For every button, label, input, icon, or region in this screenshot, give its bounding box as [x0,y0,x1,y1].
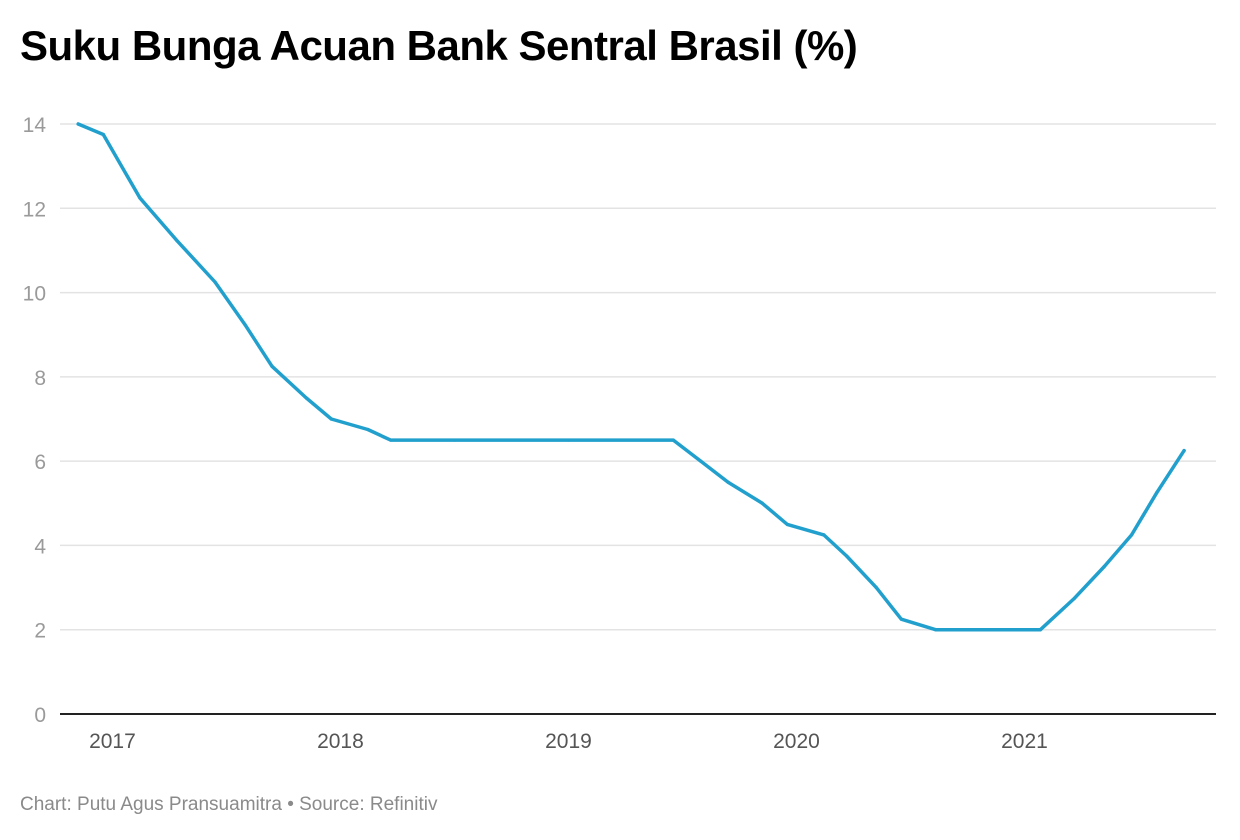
data-point [389,438,393,442]
data-point [101,132,105,137]
data-point [243,322,247,326]
y-tick-label: 12 [23,198,46,221]
data-point [566,438,571,442]
data-point [1130,533,1134,537]
data-point [452,438,457,442]
x-tick-label-2017: 2017 [89,730,136,753]
x-tick-label-2020: 2020 [773,730,820,753]
x-axis-tick-labels: 2017 2018 2019 2020 2021 [89,730,1048,753]
y-tick-label: 4 [34,535,46,558]
y-tick-label: 2 [34,620,46,643]
data-point [76,122,80,126]
y-tick-label: 6 [34,451,46,474]
data-point [822,533,826,537]
series-layer [76,122,1186,632]
data-point [760,501,764,505]
data-point [329,417,333,421]
data-point [726,480,730,484]
data-point [1038,628,1043,632]
data-point [366,427,370,432]
series-line-0 [76,122,1186,632]
data-point [874,585,878,590]
x-tick-label-2019: 2019 [545,730,592,753]
data-point [1073,596,1077,600]
data-point [213,280,217,284]
data-point [671,438,675,442]
y-axis-tick-labels: 0 2 4 6 8 10 12 14 [23,114,47,727]
gridlines [60,123,1216,631]
data-point [174,238,178,242]
data-point [699,459,703,463]
y-tick-label: 8 [34,367,46,390]
x-tick-label-2021: 2021 [1001,730,1048,753]
data-point [1182,449,1186,453]
x-tick-label-2018: 2018 [317,730,364,753]
data-point [845,554,849,558]
data-point [270,364,274,368]
data-point [138,196,142,200]
data-point [977,628,981,632]
data-point [933,628,938,632]
y-tick-label: 0 [34,704,46,727]
y-tick-label: 10 [23,283,46,306]
line-chart: 0 2 4 6 8 10 12 14 2017 2018 2019 2020 2021 [23,114,1216,753]
data-point [899,617,903,621]
data-point [1102,564,1106,569]
data-point [1155,491,1159,495]
chart-credit: Chart: Putu Agus Pransuamitra • Source: … [20,794,438,815]
data-point [785,522,789,526]
chart-title: Suku Bunga Acuan Bank Sentral Brasil (%) [20,22,858,69]
data-point [304,396,308,400]
y-tick-label: 14 [23,114,47,137]
